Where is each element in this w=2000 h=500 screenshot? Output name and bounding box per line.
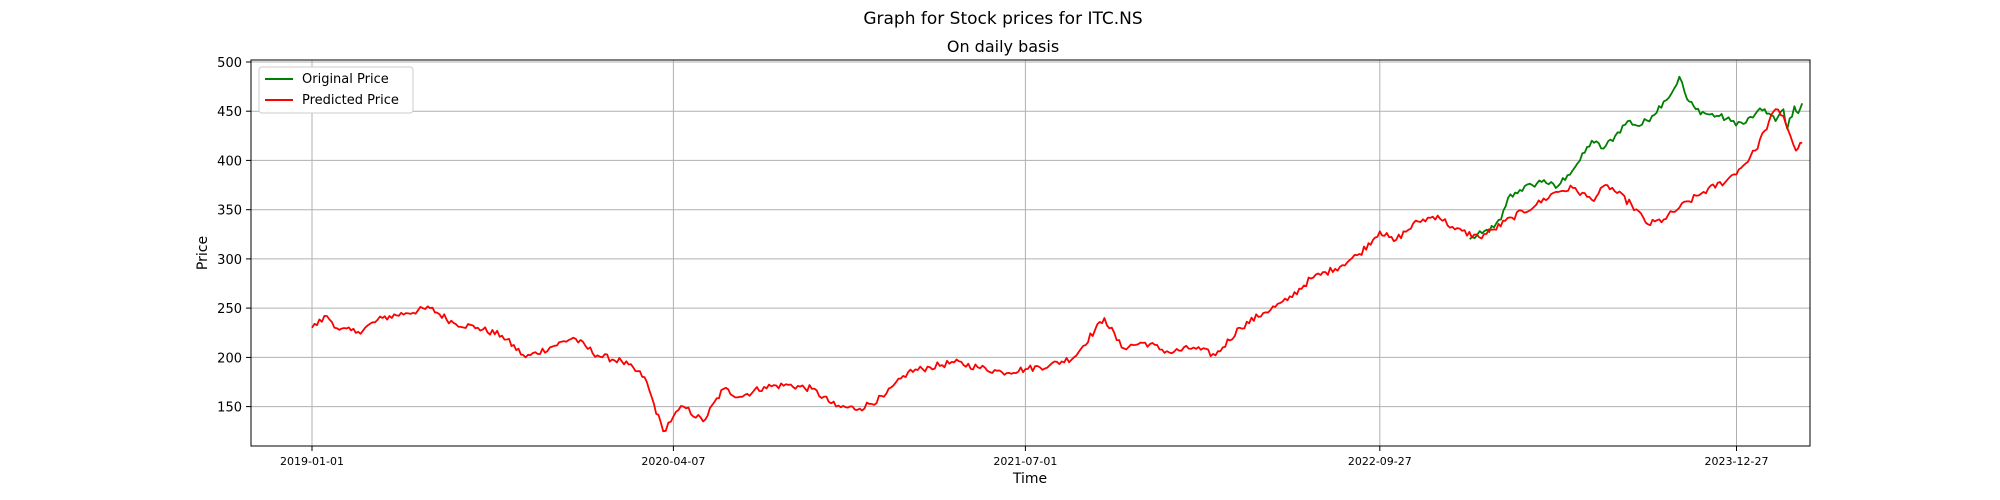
legend-label-original-price: Original Price <box>302 72 389 87</box>
y-axis-label: Price <box>195 236 211 270</box>
y-tick-label: 300 <box>217 253 242 268</box>
y-tick-label: 400 <box>217 154 242 169</box>
legend: Original Price Predicted Price <box>258 66 414 114</box>
y-tick-label: 450 <box>217 105 242 120</box>
series-line-original-price <box>1469 75 1804 240</box>
chart-title: On daily basis <box>947 37 1059 56</box>
y-tick-label: 350 <box>217 204 242 219</box>
grid-lines <box>251 60 1810 446</box>
x-tick-label: 2019-01-01 <box>280 455 344 468</box>
y-tick-label: 150 <box>217 401 242 416</box>
x-tick-label: 2023-12-27 <box>1705 455 1769 468</box>
series-line-predicted-price <box>311 108 1803 433</box>
legend-label-predicted-price: Predicted Price <box>302 93 399 108</box>
x-axis-label: Time <box>1012 471 1047 487</box>
y-tick-label: 250 <box>217 302 242 317</box>
axis-ticks: 150 200 250 300 350 400 450 500 2019-01-01 2020-0… <box>217 56 1768 468</box>
y-tick-label: 200 <box>217 351 242 366</box>
x-tick-label: 2021-07-01 <box>993 455 1057 468</box>
x-tick-label: 2022-09-27 <box>1348 455 1412 468</box>
legend-box <box>258 66 414 114</box>
series-layer <box>311 75 1804 433</box>
plot-frame <box>250 59 1811 447</box>
chart-suptitle: Graph for Stock prices for ITC.NS <box>863 9 1142 29</box>
y-tick-label: 500 <box>217 56 242 71</box>
x-tick-label: 2020-04-07 <box>641 455 705 468</box>
